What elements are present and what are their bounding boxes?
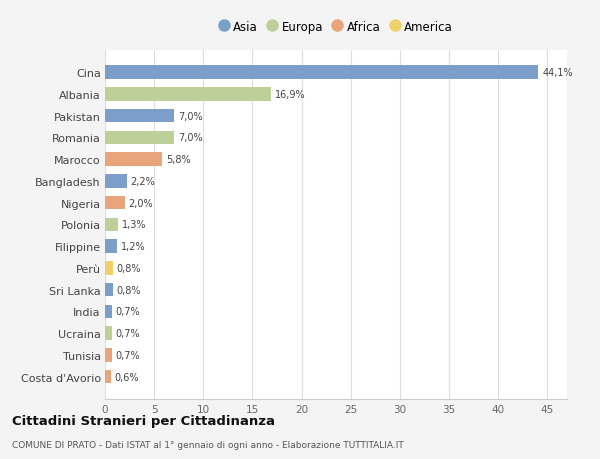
Text: 2,2%: 2,2%: [131, 177, 155, 186]
Bar: [105, 262, 113, 275]
Text: 5,8%: 5,8%: [166, 155, 191, 165]
Bar: [105, 196, 125, 210]
Bar: [105, 283, 113, 297]
Bar: [105, 240, 117, 253]
Bar: [105, 88, 271, 101]
Bar: [105, 218, 118, 232]
Text: 0,6%: 0,6%: [115, 372, 139, 382]
Bar: [105, 110, 174, 123]
Text: 0,8%: 0,8%: [117, 285, 141, 295]
Text: 1,2%: 1,2%: [121, 241, 145, 252]
Bar: [105, 305, 112, 319]
Bar: [105, 175, 127, 188]
Text: 0,7%: 0,7%: [116, 350, 140, 360]
Bar: [105, 370, 111, 383]
Bar: [105, 348, 112, 362]
Text: 7,0%: 7,0%: [178, 112, 202, 122]
Text: 7,0%: 7,0%: [178, 133, 202, 143]
Legend: Asia, Europa, Africa, America: Asia, Europa, Africa, America: [214, 16, 458, 39]
Text: 0,8%: 0,8%: [117, 263, 141, 273]
Bar: [105, 131, 174, 145]
Bar: [105, 67, 538, 80]
Text: 1,3%: 1,3%: [122, 220, 146, 230]
Text: 44,1%: 44,1%: [542, 68, 573, 78]
Text: 0,7%: 0,7%: [116, 307, 140, 317]
Text: 0,7%: 0,7%: [116, 328, 140, 338]
Bar: [105, 153, 162, 167]
Text: Cittadini Stranieri per Cittadinanza: Cittadini Stranieri per Cittadinanza: [12, 414, 275, 428]
Text: 2,0%: 2,0%: [128, 198, 153, 208]
Text: COMUNE DI PRATO - Dati ISTAT al 1° gennaio di ogni anno - Elaborazione TUTTITALI: COMUNE DI PRATO - Dati ISTAT al 1° genna…: [12, 441, 404, 449]
Bar: [105, 327, 112, 340]
Text: 16,9%: 16,9%: [275, 90, 305, 100]
